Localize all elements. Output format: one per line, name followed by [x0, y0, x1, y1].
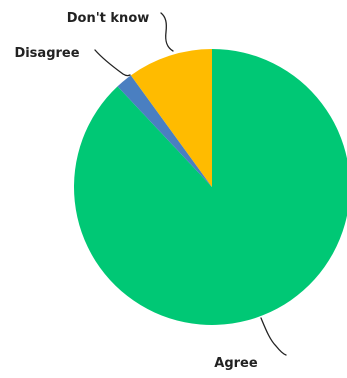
- dont-know-label: Don't know: [67, 11, 150, 26]
- pie-slices: [74, 49, 347, 325]
- pie-slice-don-t-know: [130, 49, 212, 187]
- disagree-label: Disagree: [14, 46, 79, 61]
- pie-slice-disagree: [117, 75, 212, 187]
- agree-leader-line: [260, 317, 287, 356]
- pie-slice-agree: [74, 49, 347, 325]
- disagree-leader-line: [94, 49, 131, 77]
- agree-label: Agree: [214, 356, 258, 371]
- dont-know-leader-line: [160, 12, 174, 52]
